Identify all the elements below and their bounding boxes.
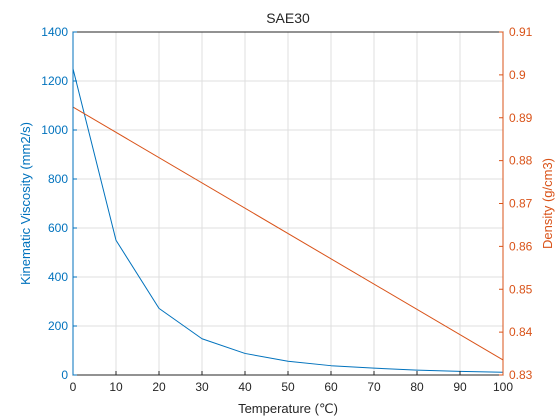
y-axis-right: 0.83 0.84 0.85 0.86 0.87 0.88 0.89 0.9 0.91: [499, 25, 533, 382]
series-line-density: [72, 106, 504, 361]
y-left-tick-label: 1000: [41, 123, 68, 137]
y-axis-right-title: Density (g/cm3): [540, 158, 555, 249]
x-tick-label: 60: [324, 380, 338, 394]
x-tick-label: 30: [195, 380, 209, 394]
y-right-tick-label: 0.91: [509, 25, 533, 39]
x-tick-label: 70: [367, 380, 381, 394]
y-right-tick-label: 0.87: [509, 197, 533, 211]
x-tick-label: 100: [493, 380, 513, 394]
y-right-tick-label: 0.85: [509, 282, 533, 296]
y-right-tick-label: 0.84: [509, 325, 533, 339]
y-right-tick-label: 0.89: [509, 111, 533, 125]
x-tick-label: 20: [152, 380, 166, 394]
series-line-viscosity: [72, 68, 504, 373]
x-tick-label: 10: [109, 380, 123, 394]
y-left-tick-label: 800: [48, 172, 68, 186]
y-left-tick-label: 400: [48, 270, 68, 284]
x-tick-label: 50: [281, 380, 295, 394]
y-left-tick-label: 1200: [41, 74, 68, 88]
y-left-tick-label: 200: [48, 319, 68, 333]
y-left-tick-label: 0: [61, 368, 68, 382]
x-tick-label: 80: [410, 380, 424, 394]
x-tick-label: 0: [70, 380, 77, 394]
x-tick-label: 40: [238, 380, 252, 394]
y-right-tick-label: 0.88: [509, 154, 533, 168]
x-tick-label: 90: [453, 380, 467, 394]
y-right-tick-label: 0.86: [509, 239, 533, 253]
y-axis-left-title: Kinematic Viscosity (mm2/s): [18, 122, 33, 285]
y-left-tick-label: 600: [48, 221, 68, 235]
y-right-tick-label: 0.83: [509, 368, 533, 382]
chart-title: SAE30: [266, 10, 310, 26]
y-axis-left: 0 200 400 600 800 1000 1200 1400: [41, 25, 77, 382]
x-axis-title: Temperature (℃): [238, 401, 338, 416]
plot-series: [72, 68, 504, 373]
y-right-tick-label: 0.9: [509, 68, 526, 82]
y-left-tick-label: 1400: [41, 25, 68, 39]
